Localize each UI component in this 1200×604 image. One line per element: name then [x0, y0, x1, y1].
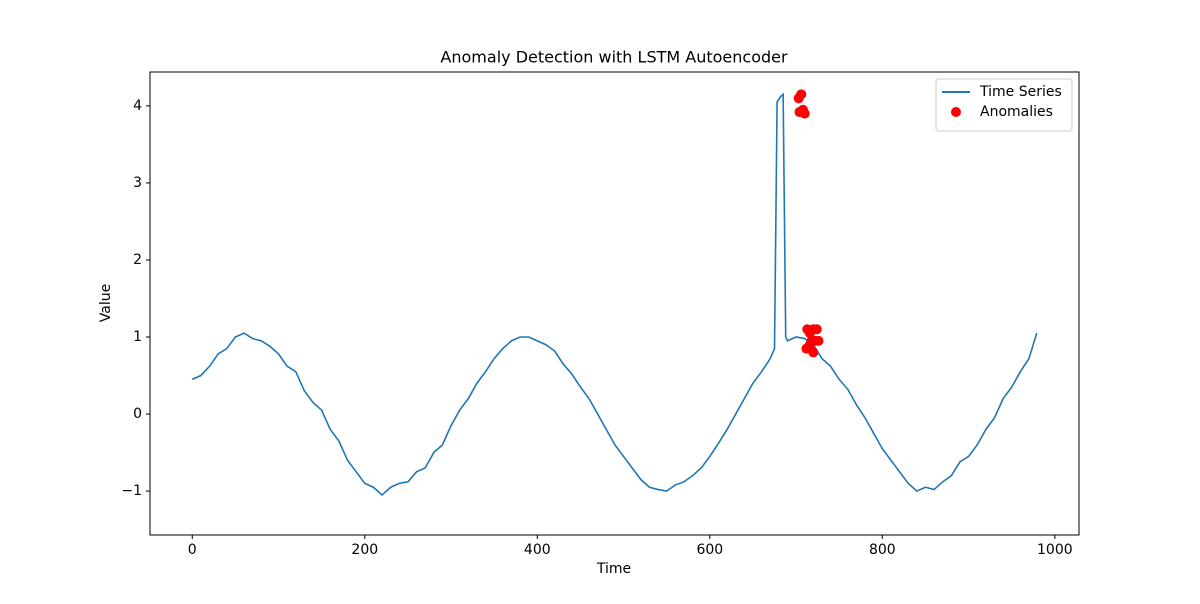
y-tick-label: 1	[133, 329, 142, 345]
y-tick-label: 3	[133, 175, 142, 191]
x-tick-label: 400	[524, 542, 551, 558]
y-tick-label: 0	[133, 406, 142, 422]
y-tick-label: 4	[133, 98, 142, 114]
x-tick-label: 1000	[1037, 542, 1073, 558]
x-tick-label: 0	[188, 542, 197, 558]
chart-title: Anomaly Detection with LSTM Autoencoder	[440, 48, 788, 67]
legend-label: Time Series	[979, 84, 1062, 100]
anomaly-point	[796, 89, 807, 100]
anomaly-point	[804, 339, 815, 350]
y-tick-label: 2	[133, 252, 142, 268]
legend-label: Anomalies	[980, 104, 1053, 120]
y-axis-label: Value	[98, 284, 114, 322]
plot-frame	[149, 71, 1080, 536]
y-tick-label: −1	[121, 483, 142, 499]
data-line	[191, 92, 1038, 497]
x-axis-label: Time	[596, 561, 631, 577]
anomaly-point	[811, 324, 822, 335]
anomaly-point	[813, 335, 824, 346]
x-tick-label: 200	[351, 542, 378, 558]
x-tick-label: 600	[696, 542, 723, 558]
anomaly-point	[799, 108, 810, 119]
legend-marker	[951, 107, 961, 117]
anomaly-point	[808, 347, 819, 358]
x-tick-label: 800	[869, 542, 896, 558]
